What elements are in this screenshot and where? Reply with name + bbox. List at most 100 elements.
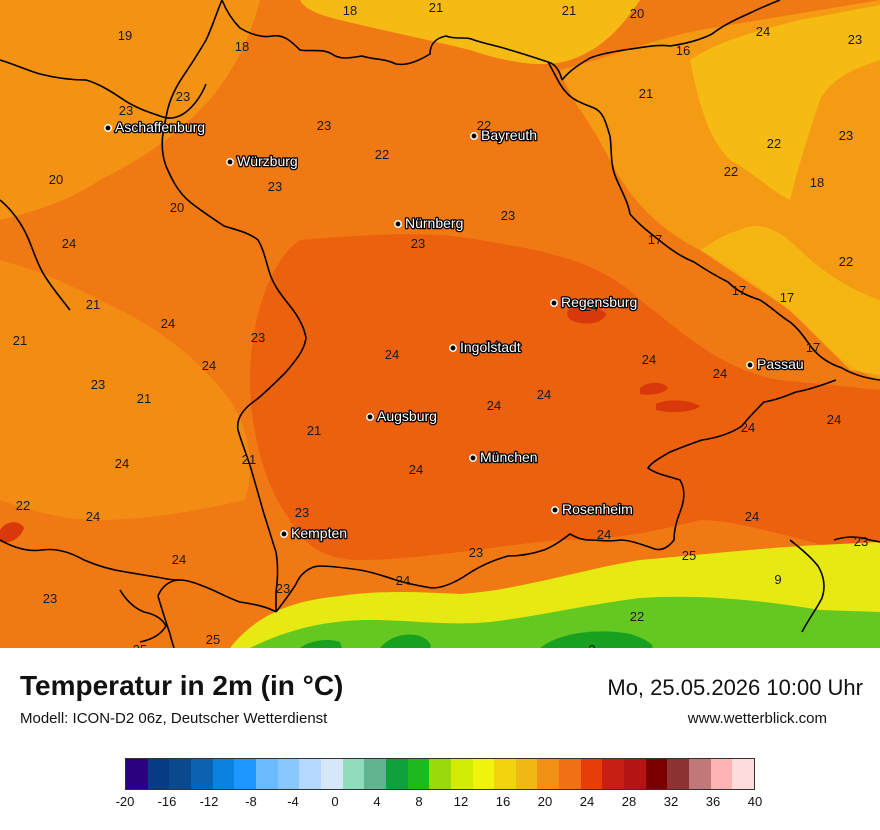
temperature-value: 23 [839, 128, 853, 143]
city-label: München [480, 449, 538, 465]
temperature-value: 21 [429, 0, 443, 15]
temperature-value: 24 [487, 398, 501, 413]
hot-spot-west [0, 522, 24, 543]
legend-swatch [147, 759, 170, 789]
website-link[interactable]: www.wetterblick.com [687, 710, 827, 727]
legend-tick-label: 12 [453, 794, 469, 809]
temperature-value: 21 [86, 297, 100, 312]
cool-zone-e [700, 226, 880, 375]
temperature-value: 23 [469, 545, 483, 560]
city-dot [550, 299, 558, 307]
temperature-value: 24 [172, 552, 186, 567]
forecast-datetime: Mo, 25.05.2026 10:00 Uhr [607, 675, 863, 700]
legend-swatch [645, 759, 668, 789]
cooler-zone-ne [690, 5, 880, 200]
legend-swatch [602, 759, 625, 789]
border-czech [547, 61, 880, 381]
border-hesse [0, 59, 207, 119]
city-marker: Bayreuth [470, 126, 538, 144]
legend-swatch [732, 759, 755, 789]
hot-spot-east [640, 382, 668, 395]
temperature-value: 22 [767, 136, 781, 151]
city-dot [366, 413, 374, 421]
city-label: Aschaffenburg [115, 119, 205, 135]
legend-swatch [277, 759, 300, 789]
legend-swatch [407, 759, 430, 789]
legend-tick-label: 0 [331, 794, 339, 809]
border-north [221, 0, 563, 81]
temperature-value: 17 [648, 232, 662, 247]
city-label: Passau [757, 356, 804, 372]
warm-zone [250, 234, 880, 560]
legend-tick-label: -4 [287, 794, 299, 809]
city-dot [469, 454, 477, 462]
legend-tick-label: 36 [705, 794, 721, 809]
legend-tick-label: 20 [537, 794, 553, 809]
cooler-zone-n [300, 0, 640, 65]
border-bw [0, 199, 71, 311]
temperature-value: 23 [176, 89, 190, 104]
temperature-map: 19 18 18 21 21 20 24 23 16 23 23 21 23 22 22 23 22 22 23 18… [0, 0, 880, 648]
legend-swatch [342, 759, 365, 789]
temperature-value: 22 [724, 164, 738, 179]
temperature-value: 17 [732, 283, 746, 298]
temperature-value: 18 [343, 3, 357, 18]
temperature-value: 23 [295, 505, 309, 520]
legend-swatch [450, 759, 473, 789]
temperature-value: 23 [317, 118, 331, 133]
city-marker: Kempten [280, 524, 348, 542]
temperature-value: 24 [115, 456, 129, 471]
temperature-value: 20 [170, 200, 184, 215]
legend-tick-label: 24 [579, 794, 595, 809]
city-dot [449, 344, 457, 352]
temperature-value: 24 [62, 236, 76, 251]
legend-swatch [429, 759, 451, 789]
temperature-value: 16 [676, 43, 690, 58]
temperature-value: 20 [630, 6, 644, 21]
alpine-dark-patch-3 [300, 640, 342, 648]
legend-swatch [537, 759, 560, 789]
temperature-value: 24 [537, 387, 551, 402]
temperature-value: 21 [562, 3, 576, 18]
cool-zone-sw [0, 260, 250, 520]
border-lake-shore [119, 589, 167, 643]
city-dot [551, 506, 559, 514]
city-markers: Aschaffenburg Würzburg Bayreuth Nürnberg Reg… [104, 118, 805, 542]
city-dot [280, 530, 288, 538]
legend-swatch [255, 759, 278, 789]
temperature-value: 23 [268, 179, 282, 194]
legend-swatch [126, 759, 148, 789]
city-marker: Würzburg [226, 152, 299, 170]
legend-swatch [710, 759, 733, 789]
legend-swatch [385, 759, 408, 789]
legend-ticks: -20 -16 -12 -8 -4 0 4 8 12 16 20 24 28 32 36 40 [116, 794, 763, 814]
temperature-values: 19 18 18 21 21 20 24 23 16 23 23 21 23 22 22 23 22 22 23 18… [13, 0, 868, 648]
legend-swatch [190, 759, 213, 789]
city-dot [470, 132, 478, 140]
city-label: Regensburg [561, 294, 637, 310]
temperature-value: 24 [396, 573, 410, 588]
temperature-value: 21 [137, 391, 151, 406]
alpine-dark-patch-2 [540, 631, 653, 648]
legend-swatch [689, 759, 711, 789]
color-legend [125, 758, 755, 790]
city-label: Ingolstadt [460, 339, 521, 355]
temperature-value: 22 [839, 254, 853, 269]
legend-swatch [299, 759, 321, 789]
temperature-value: 18 [810, 175, 824, 190]
city-marker: Rosenheim [551, 500, 634, 518]
temperature-value: 24 [827, 412, 841, 427]
temperature-value: 23 [91, 377, 105, 392]
city-marker: Augsburg [366, 407, 438, 425]
city-dot [226, 158, 234, 166]
legend-swatch [234, 759, 256, 789]
legend-tick-label: -12 [199, 794, 219, 809]
temperature-value: 23 [251, 330, 265, 345]
temperature-value: 24 [756, 24, 770, 39]
legend-swatch [559, 759, 581, 789]
legend-swatch [364, 759, 386, 789]
temperature-value: 23 [411, 236, 425, 251]
temperature-value: 24 [485, 337, 499, 352]
temperature-value: 24 [385, 347, 399, 362]
temperature-value: 18 [235, 39, 249, 54]
